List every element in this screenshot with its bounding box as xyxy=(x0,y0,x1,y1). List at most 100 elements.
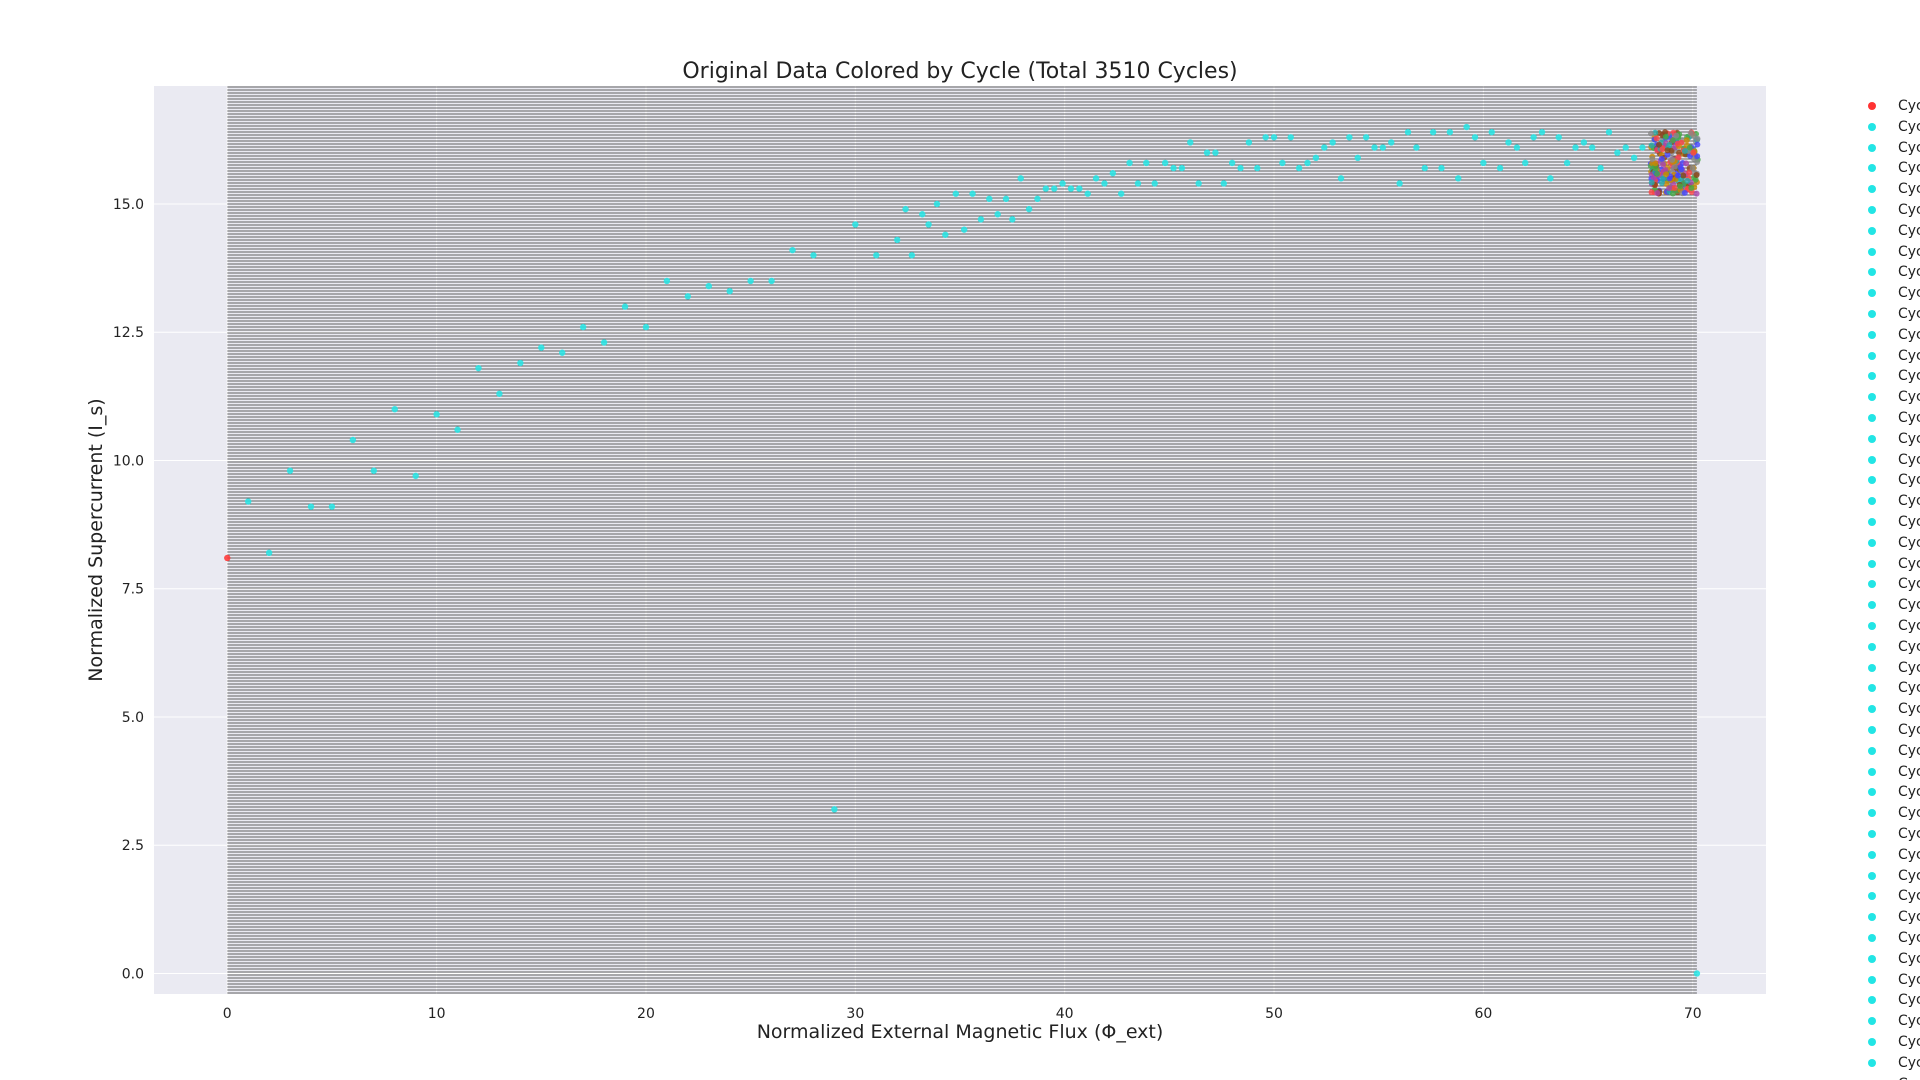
legend-marker xyxy=(1868,393,1876,402)
data-point xyxy=(1212,149,1219,156)
data-point xyxy=(391,405,398,413)
legend-marker xyxy=(1868,226,1876,235)
legend-marker xyxy=(1868,185,1876,194)
data-point xyxy=(1337,175,1345,182)
legend: Cyc Cyc Cyc Cyc Cyc Cyc Cyc Cyc Cyc Cyc Cyc Cyc Cyc C… xyxy=(1858,96,1920,1080)
y-tick-label: 7.5 xyxy=(122,582,144,598)
legend-label: Cyc xyxy=(1898,514,1920,530)
data-point xyxy=(1438,164,1445,172)
data-point xyxy=(852,221,859,228)
legend-label: Cyc xyxy=(1898,909,1920,926)
legend-label: Cyc xyxy=(1898,888,1920,905)
data-point xyxy=(1076,185,1083,192)
y-tick-label: 12.5 xyxy=(113,325,144,341)
data-point xyxy=(1693,970,1701,977)
data-point xyxy=(1002,195,1010,203)
cluster-point xyxy=(1648,189,1655,196)
cluster-point xyxy=(1662,129,1669,136)
legend-label: Cyc xyxy=(1898,597,1920,614)
cluster-point xyxy=(1678,166,1685,173)
legend-label: Cyc xyxy=(1898,576,1920,593)
cluster-point xyxy=(1666,175,1673,182)
x-axis-label: Normalized External Magnetic Flux (Φ_ext… xyxy=(757,1021,1164,1043)
data-point xyxy=(1262,134,1269,141)
legend-label: Cyc xyxy=(1898,472,1920,489)
legend-marker xyxy=(1868,206,1876,214)
legend-label: Cyc xyxy=(1898,992,1920,1009)
cluster-point xyxy=(1675,154,1682,161)
data-point xyxy=(1404,128,1412,136)
cluster-point xyxy=(1650,174,1657,181)
cluster-point xyxy=(1677,183,1684,190)
cluster-point xyxy=(1669,156,1676,163)
data-point xyxy=(663,277,671,285)
legend-label: Cyc xyxy=(1898,1054,1920,1071)
data-point xyxy=(1195,180,1202,187)
legend-label: Cyc xyxy=(1898,118,1920,135)
cluster-point xyxy=(1681,189,1688,196)
cluster-point xyxy=(1671,184,1678,191)
data-point xyxy=(1597,164,1604,172)
data-point xyxy=(1228,159,1236,167)
legend-label: Cyc xyxy=(1898,638,1920,655)
data-point xyxy=(933,200,941,208)
cluster-point xyxy=(1674,140,1681,147)
data-point xyxy=(1614,149,1621,156)
legend-label: Cyc xyxy=(1898,264,1920,281)
cluster-point xyxy=(1683,160,1690,167)
cluster-point xyxy=(1660,161,1667,168)
legend-marker xyxy=(1868,476,1876,485)
data-point xyxy=(994,211,1001,218)
y-tick-label: 15.0 xyxy=(113,197,144,213)
data-point xyxy=(1009,216,1016,223)
legend-label: Cyc xyxy=(1898,555,1920,572)
legend-marker xyxy=(1868,622,1876,630)
data-point xyxy=(960,226,968,233)
legend-marker xyxy=(1868,913,1876,922)
legend-marker xyxy=(1868,934,1876,942)
data-point xyxy=(579,323,587,331)
cluster-point xyxy=(1648,179,1655,186)
data-point xyxy=(1354,154,1361,162)
data-point xyxy=(919,211,926,218)
cycle-lines xyxy=(227,86,1697,994)
legend-marker xyxy=(1868,538,1876,547)
legend-label: Cyc xyxy=(1898,680,1920,697)
legend-label: Cyc xyxy=(1898,1034,1920,1050)
data-point xyxy=(810,252,817,259)
data-point xyxy=(621,303,629,310)
data-point xyxy=(969,190,976,197)
y-axis-label: Normalized Supercurrent (I_s) xyxy=(85,398,107,681)
data-point xyxy=(747,277,754,285)
cluster-point xyxy=(1670,137,1677,144)
data-point xyxy=(1563,159,1571,167)
legend-marker xyxy=(1868,1058,1876,1067)
legend-label: Cyc xyxy=(1898,347,1920,364)
data-point xyxy=(370,467,378,474)
data-point xyxy=(1161,159,1169,167)
legend-marker xyxy=(1868,310,1876,318)
data-point xyxy=(1463,123,1470,131)
legend-marker xyxy=(1868,1017,1876,1026)
data-point xyxy=(925,221,932,228)
legend-label: Cyc xyxy=(1898,846,1920,863)
cluster-point xyxy=(1683,137,1690,144)
data-point xyxy=(1092,175,1100,182)
legend-marker xyxy=(1868,746,1876,755)
x-tick-label: 60 xyxy=(1474,1006,1492,1022)
data-point xyxy=(1605,128,1613,136)
data-point xyxy=(642,323,650,331)
legend-marker xyxy=(1868,580,1876,589)
cluster-point xyxy=(1666,142,1673,149)
legend-marker xyxy=(1868,767,1876,776)
data-point xyxy=(1455,175,1462,182)
cluster-point xyxy=(1654,189,1661,196)
cluster-point xyxy=(1693,190,1700,197)
cluster-point xyxy=(1654,170,1661,177)
legend-label: Cyc xyxy=(1898,742,1920,759)
data-point xyxy=(454,426,461,433)
data-point xyxy=(893,236,901,244)
data-point xyxy=(1042,185,1050,192)
y-tick-label: 5.0 xyxy=(122,710,144,726)
data-point xyxy=(1496,164,1504,172)
